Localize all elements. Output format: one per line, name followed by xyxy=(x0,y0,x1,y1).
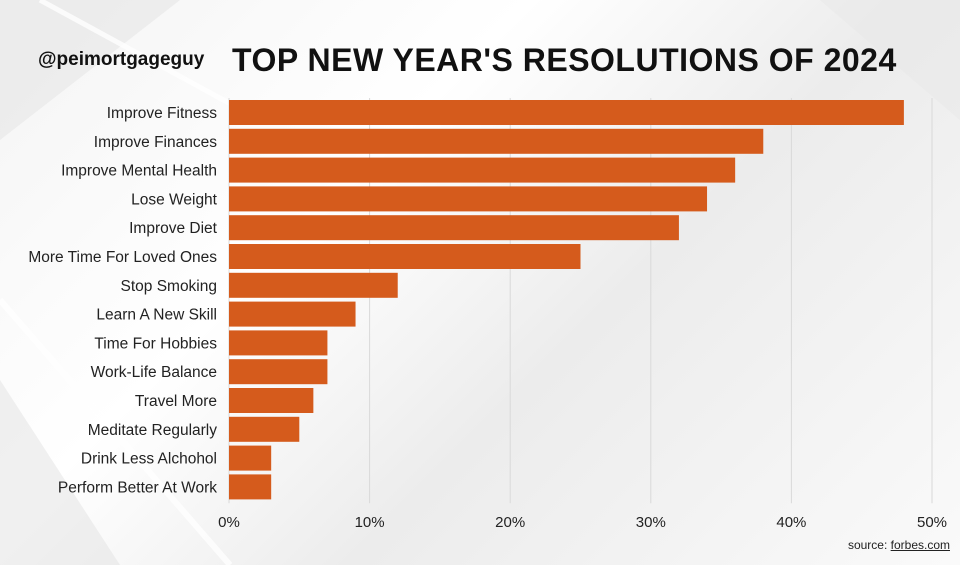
bar xyxy=(229,416,300,442)
bar xyxy=(229,359,328,385)
bar xyxy=(229,301,356,327)
category-label: Improve Diet xyxy=(129,220,218,237)
category-label: Improve Finances xyxy=(94,134,217,151)
chart-title: TOP NEW YEAR'S RESOLUTIONS OF 2024 xyxy=(232,42,897,78)
category-label: Improve Mental Health xyxy=(61,163,217,180)
bar xyxy=(229,388,314,413)
x-tick-label: 0% xyxy=(218,514,240,531)
bar xyxy=(229,157,736,183)
source-note: source: forbes.com xyxy=(848,538,950,552)
x-tick-label: 40% xyxy=(776,514,806,531)
category-label: Work-Life Balance xyxy=(91,364,217,381)
x-tick-label: 30% xyxy=(636,514,666,531)
category-label: Stop Smoking xyxy=(121,278,218,295)
category-label: Time For Hobbies xyxy=(94,335,217,352)
x-tick-label: 10% xyxy=(355,514,385,531)
bar xyxy=(229,186,708,212)
bar xyxy=(229,330,328,356)
source-prefix: source: xyxy=(847,538,891,552)
bar xyxy=(229,445,272,471)
x-tick-label: 50% xyxy=(917,514,947,531)
bar xyxy=(229,128,764,154)
x-tick-label: 20% xyxy=(495,514,525,531)
bar xyxy=(229,100,904,125)
bar xyxy=(229,244,581,269)
category-label: Learn A New Skill xyxy=(96,307,217,324)
category-label: Meditate Regularly xyxy=(88,422,217,439)
category-label: Improve Fitness xyxy=(107,105,218,122)
category-label: Drink Less Alchohol xyxy=(81,451,217,468)
category-label: More Time For Loved Ones xyxy=(28,249,217,266)
bar xyxy=(229,215,679,241)
category-label: Lose Weight xyxy=(131,191,218,208)
bar xyxy=(229,272,398,298)
category-label: Perform Better At Work xyxy=(58,479,217,496)
bar xyxy=(229,474,272,500)
category-label: Travel More xyxy=(135,393,217,410)
author-handle: @peimortgageguy xyxy=(38,49,205,70)
source-link[interactable]: forbes.com xyxy=(890,538,950,552)
